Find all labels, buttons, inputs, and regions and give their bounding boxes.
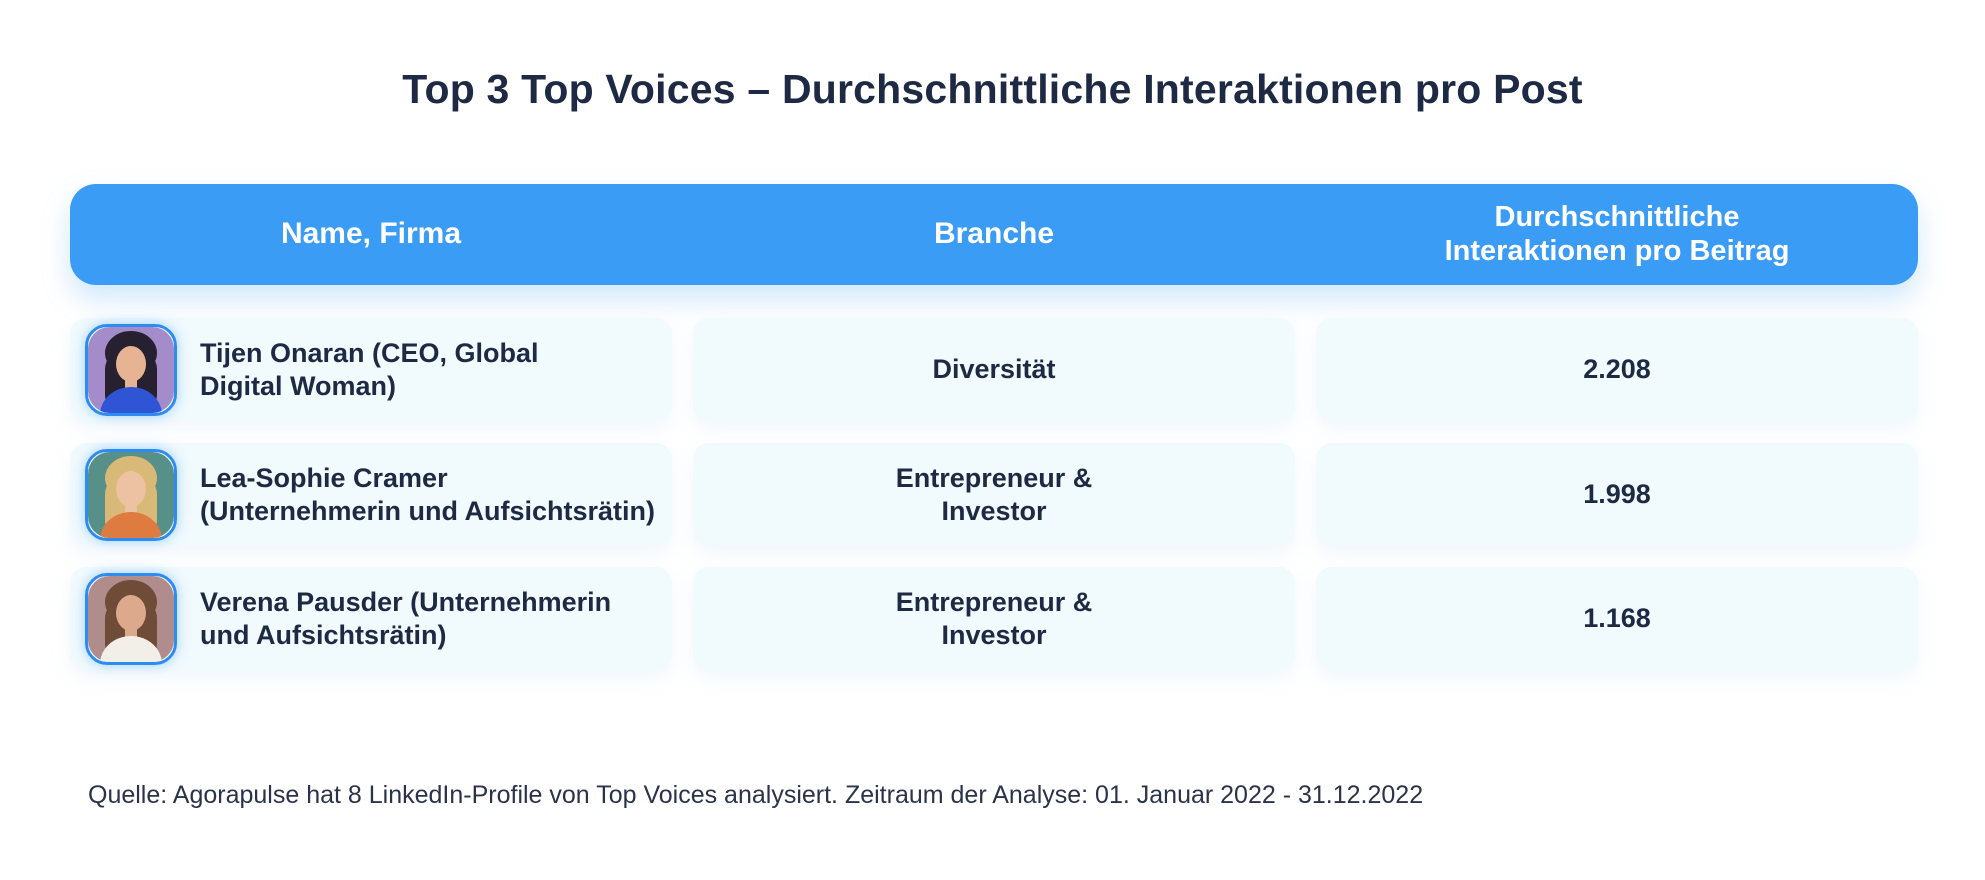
branche-cell: Diversität	[693, 318, 1295, 421]
branche-cell: Entrepreneur & Investor	[693, 443, 1295, 546]
name-cell: Tijen Onaran (CEO, Global Digital Woman)	[70, 318, 672, 421]
interactions-cell: 1.168	[1316, 567, 1918, 670]
person-portrait-icon	[88, 451, 174, 538]
interactions-cell: 2.208	[1316, 318, 1918, 421]
branche-cell: Entrepreneur & Investor	[693, 567, 1295, 670]
person-name: Tijen Onaran (CEO, Global Digital Woman)	[200, 337, 539, 401]
person-name: Lea-Sophie Cramer (Unternehmerin und Auf…	[200, 462, 656, 526]
name-cell: Verena Pausder (Unternehmerin und Aufsic…	[70, 567, 672, 670]
table-row: Verena Pausder (Unternehmerin und Aufsic…	[70, 567, 1918, 670]
person-portrait-icon	[88, 326, 174, 413]
column-header-name-firma: Name, Firma	[280, 217, 462, 251]
table-header-row: Name, Firma Branche Durchschnittliche In…	[70, 184, 1918, 285]
avatar	[85, 323, 177, 416]
interactions-cell: 1.998	[1316, 443, 1918, 546]
page-title: Top 3 Top Voices – Durchschnittliche Int…	[402, 66, 1583, 112]
source-note: Quelle: Agorapulse hat 8 LinkedIn-Profil…	[88, 781, 1424, 809]
column-header-branche: Branche	[933, 217, 1055, 251]
person-portrait-icon	[88, 575, 174, 662]
column-header-interactions: Durchschnittliche Interaktionen pro Beit…	[1444, 201, 1790, 267]
table-row: Lea-Sophie Cramer (Unternehmerin und Auf…	[70, 443, 1918, 546]
avatar	[85, 572, 177, 665]
name-cell: Lea-Sophie Cramer (Unternehmerin und Auf…	[70, 443, 672, 546]
avatar	[85, 448, 177, 541]
table-row: Tijen Onaran (CEO, Global Digital Woman)…	[70, 318, 1918, 421]
person-name: Verena Pausder (Unternehmerin und Aufsic…	[200, 586, 612, 650]
